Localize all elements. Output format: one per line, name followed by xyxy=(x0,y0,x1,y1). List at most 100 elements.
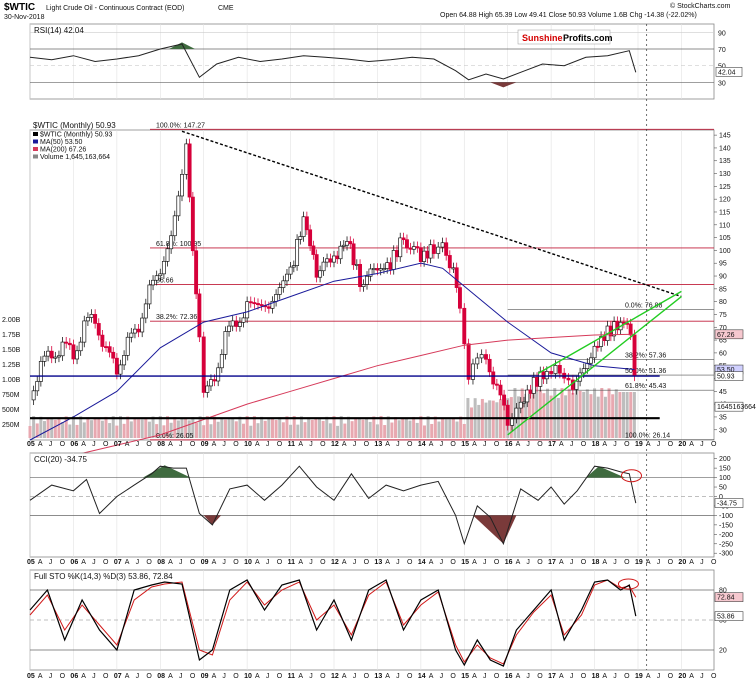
candle-body xyxy=(440,242,445,248)
x-tick-label: A xyxy=(646,673,651,680)
x-tick-label: O xyxy=(581,559,587,566)
volume-bar xyxy=(451,417,455,438)
cci-line xyxy=(29,465,637,546)
rsi-overbought-fill xyxy=(168,42,196,49)
volume-bar xyxy=(328,423,332,438)
x-tick-label: J xyxy=(136,441,140,448)
x-tick-label: O xyxy=(711,441,717,448)
candle-body xyxy=(147,284,152,305)
candle-body xyxy=(295,239,300,266)
volume-bar xyxy=(408,420,412,438)
legend-label: MA(50) 53.50 xyxy=(40,139,83,146)
candle-body xyxy=(602,336,607,341)
volume-bar xyxy=(289,424,293,438)
x-tick-label: J xyxy=(309,673,313,680)
x-tick-label: O xyxy=(146,559,152,566)
price-y-tick-label: 45 xyxy=(719,389,727,396)
volume-bar xyxy=(129,421,133,438)
candle-body xyxy=(114,357,119,375)
volume-bar xyxy=(133,417,137,438)
candle-body xyxy=(252,302,257,305)
x-tick-label: O xyxy=(537,441,543,448)
price-y-tick-label: 120 xyxy=(719,197,731,204)
x-tick-label: 18 xyxy=(592,559,600,566)
candle-body xyxy=(378,268,383,271)
price-value-box xyxy=(714,401,744,412)
downtrend-line xyxy=(181,130,682,298)
candle-body xyxy=(49,350,54,359)
volume-bar xyxy=(611,394,615,438)
volume-bar xyxy=(430,423,434,438)
candle-body xyxy=(212,379,217,382)
candle-body xyxy=(372,268,376,270)
volume-bar xyxy=(194,422,198,438)
x-tick-label: 09 xyxy=(201,673,209,680)
candle-body xyxy=(479,354,484,359)
volume-bar xyxy=(582,391,586,438)
x-tick-label: A xyxy=(342,559,347,566)
price-value-label: 1645163664 xyxy=(717,404,756,411)
price-value-box xyxy=(714,371,744,381)
candle-body xyxy=(332,255,336,263)
x-tick-label: J xyxy=(92,673,96,680)
volume-bar xyxy=(336,425,340,438)
candle-body xyxy=(431,244,436,254)
volume-bar xyxy=(379,416,383,438)
fib2-label: 100.0%: 26.14 xyxy=(625,433,670,440)
candle-body xyxy=(398,237,403,258)
candle-body xyxy=(321,261,326,272)
candle-body xyxy=(180,174,184,197)
x-tick-label: J xyxy=(353,673,357,680)
candle-body xyxy=(475,357,480,365)
volume-bar xyxy=(68,424,72,438)
volume-bar xyxy=(263,420,267,438)
sto-y-tick-label: 50 xyxy=(719,618,727,625)
candle-body xyxy=(388,262,393,270)
x-tick-label: A xyxy=(212,559,217,566)
candle-body xyxy=(375,268,380,271)
x-tick-label: A xyxy=(168,559,173,566)
volume-bar xyxy=(296,424,300,438)
candle-body xyxy=(436,246,441,254)
x-tick-label: J xyxy=(526,441,530,448)
x-tick-label: A xyxy=(385,673,390,680)
volume-bar xyxy=(242,423,246,438)
x-tick-label: A xyxy=(298,559,303,566)
candle-body xyxy=(38,361,43,382)
price-y-tick-label: 35 xyxy=(719,414,727,421)
volume-bar xyxy=(386,416,390,438)
candle-body xyxy=(335,255,340,260)
candle-body xyxy=(541,371,546,380)
candle-body xyxy=(522,401,526,404)
x-tick-label: J xyxy=(309,441,313,448)
volume-bar xyxy=(477,404,481,438)
volume-bar xyxy=(622,392,626,438)
volume-bar xyxy=(484,402,488,438)
candle-body xyxy=(358,264,363,287)
cci-value-box xyxy=(714,498,744,508)
candle-body xyxy=(325,258,330,263)
volume-bar xyxy=(361,419,365,438)
x-tick-label: A xyxy=(38,673,43,680)
candle-body xyxy=(64,341,69,344)
x-tick-label: J xyxy=(526,673,530,680)
x-tick-label: A xyxy=(38,559,43,566)
volume-bar xyxy=(394,417,398,438)
sto-k-value-box xyxy=(714,611,744,621)
x-tick-label: 06 xyxy=(70,441,78,448)
volume-bar xyxy=(426,416,430,438)
volume-bar xyxy=(100,420,104,438)
volume-bar xyxy=(629,392,633,438)
candle-body xyxy=(291,265,296,268)
x-tick-label: A xyxy=(516,559,521,566)
x-tick-label: A xyxy=(602,441,607,448)
volume-bar xyxy=(227,419,231,438)
cci-y-tick-label: 150 xyxy=(719,466,731,473)
x-tick-label: A xyxy=(559,441,564,448)
x-tick-label: A xyxy=(81,441,86,448)
x-tick-label: 17 xyxy=(548,673,556,680)
volume-y-tick-label: 500M xyxy=(2,407,20,414)
candle-body xyxy=(595,345,600,348)
rsi-title: RSI(14) 42.04 xyxy=(34,26,84,35)
x-tick-label: 20 xyxy=(678,673,686,680)
